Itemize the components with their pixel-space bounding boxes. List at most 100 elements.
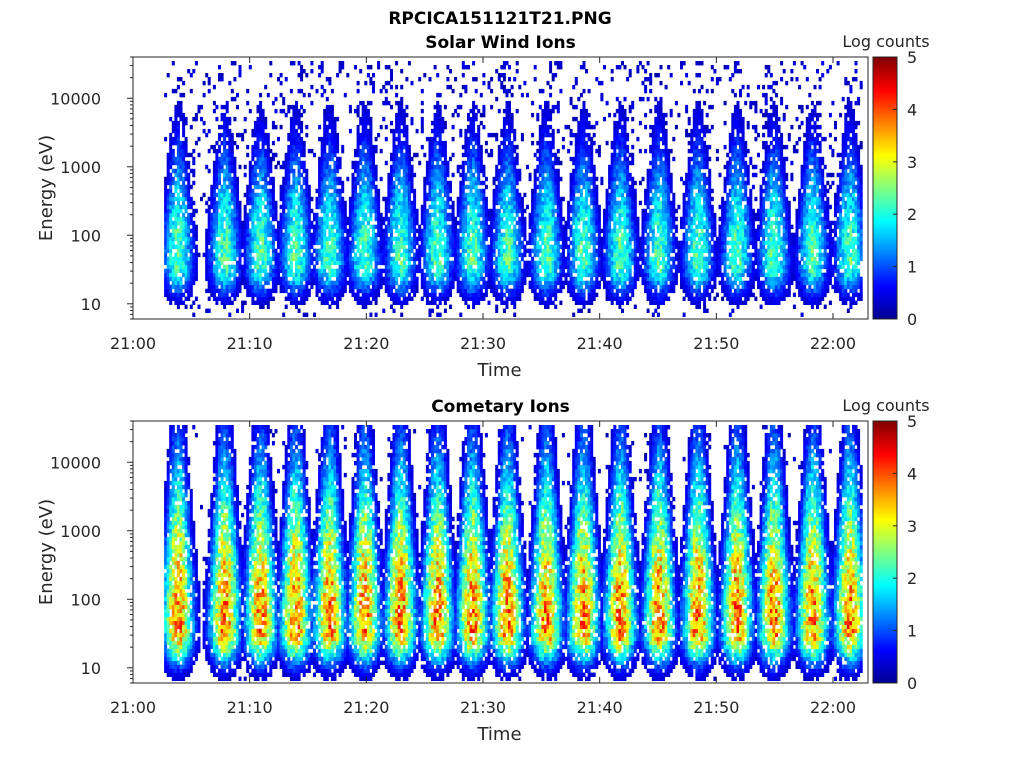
spectrogram-cell [185,225,188,229]
spectrogram-cell [290,261,293,265]
spectrogram-cell [231,157,234,161]
spectrogram-cell [295,305,298,309]
spectrogram-cell [185,305,188,309]
spectrogram-cell [267,281,270,285]
spectrogram-cell [269,293,272,297]
spectrogram-cell [239,277,242,281]
spectrogram-cell [187,261,190,265]
spectrogram-cell [257,209,260,213]
spectrogram-cell [192,169,195,173]
spectrogram-cell [218,149,221,153]
spectrogram-cell [241,265,244,269]
spectrogram-cell [223,133,226,137]
spectrogram-cell [262,169,265,173]
spectrogram-cell [226,221,229,225]
spectrogram-cell [236,177,239,181]
spectrogram-cell [164,181,167,185]
spectrogram-cell [280,193,283,197]
spectrogram-cell [262,125,265,129]
spectrogram-cell [298,109,301,113]
spectrogram-cell [187,265,190,269]
spectrogram-cell [210,237,213,241]
spectrogram-cell [287,185,290,189]
spectrogram-cell [174,117,177,121]
spectrogram-cell [233,117,236,121]
spectrogram-cell [192,221,195,225]
spectrogram-cell [198,305,201,309]
spectrogram-cell [295,257,298,261]
spectrogram-cell [228,269,231,273]
spectrogram-cell [177,257,180,261]
spectrogram-cell [249,241,252,245]
spectrogram-cell [298,169,301,173]
spectrogram-cell [262,129,265,133]
spectrogram-cell [226,281,229,285]
spectrogram-cell [195,61,198,65]
spectrogram-cell [218,297,221,301]
spectrogram-cell [185,281,188,285]
spectrogram-cell [264,153,267,157]
spectrogram-cell [254,261,257,265]
spectrogram-cell [285,237,288,241]
spectrogram-cell [280,261,283,265]
spectrogram-cell [180,177,183,181]
spectrogram-cell [187,193,190,197]
spectrogram-cell [180,229,183,233]
spectrogram-cell [233,229,236,233]
spectrogram-cell [180,217,183,221]
spectrogram-cell [182,181,185,185]
spectrogram-cell [172,161,175,165]
spectrogram-cell [239,205,242,209]
spectrogram-cell [262,241,265,245]
spectrogram-cell [218,189,221,193]
spectrogram-cell [249,285,252,289]
spectrogram-cell [218,133,221,137]
spectrogram-cell [185,173,188,177]
spectrogram-cell [177,249,180,253]
spectrogram-cell [233,77,236,81]
spectrogram-cell [295,265,298,269]
spectrogram-cell [254,205,257,209]
spectrogram-cell [223,105,226,109]
spectrogram-cell [180,225,183,229]
spectrogram-cell [267,145,270,149]
spectrogram-cell [246,233,249,237]
spectrogram-cell [226,229,229,233]
spectrogram-cell [295,245,298,249]
spectrogram-cell [272,177,275,181]
spectrogram-cell [221,225,224,229]
spectrogram-cell [164,189,167,193]
spectrogram-cell [292,109,295,113]
spectrogram-cell [254,237,257,241]
spectrogram-cell [295,249,298,253]
spectrogram-cell [275,217,278,221]
spectrogram-cell [285,165,288,169]
spectrogram-cell [233,281,236,285]
spectrogram-cell [164,233,167,237]
spectrogram-cell [185,289,188,293]
spectrogram-cell [169,217,172,221]
spectrogram-cell [287,249,290,253]
spectrogram-cell [241,225,244,229]
spectrogram-cell [177,237,180,241]
spectrogram-cell [292,273,295,277]
spectrogram-cell [190,285,193,289]
spectrogram-cell [257,289,260,293]
spectrogram-cell [300,257,303,261]
spectrogram-cell [187,217,190,221]
spectrogram-cell [287,209,290,213]
spectrogram-cell [249,65,252,69]
spectrogram-cell [177,161,180,165]
spectrogram-cell [169,213,172,217]
spectrogram-cell [295,269,298,273]
spectrogram-cell [218,169,221,173]
spectrogram-cell [244,165,247,169]
spectrogram-cell [280,185,283,189]
spectrogram-cell [172,281,175,285]
spectrogram-cell [246,265,249,269]
spectrogram-cell [272,201,275,205]
spectrogram-cell [298,117,301,121]
spectrogram-cell [233,289,236,293]
spectrogram-cell [269,261,272,265]
spectrogram-cell [177,105,180,109]
